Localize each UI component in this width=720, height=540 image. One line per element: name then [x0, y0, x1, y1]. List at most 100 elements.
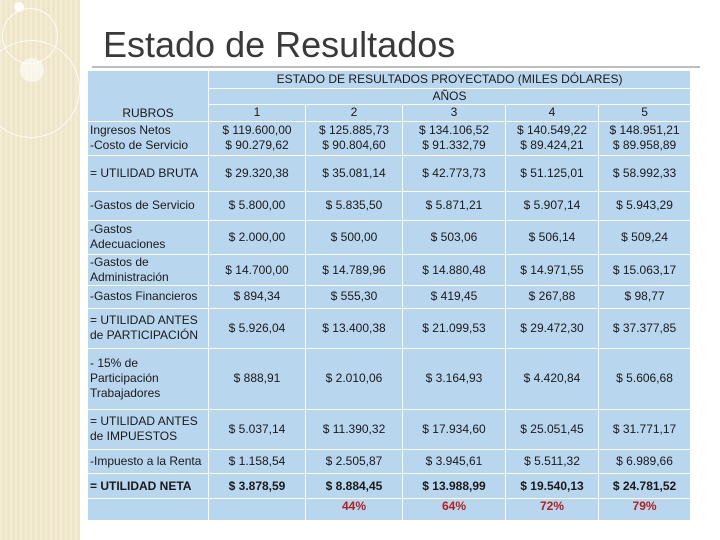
decorative-left-strip — [0, 0, 80, 540]
row-label: = UTILIDAD BRUTA — [87, 154, 209, 193]
percentage-value: 64% — [402, 497, 506, 522]
value-cell: $ 31.771,17 — [597, 408, 692, 451]
year-header: 5 — [597, 104, 692, 122]
value-cell: $ 267,88 — [505, 285, 599, 309]
row-label-line: = UTILIDAD NETA — [90, 478, 192, 493]
table-caption: ESTADO DE RESULTADOS PROYECTADO (MILES D… — [207, 69, 692, 90]
percentage-value: 44% — [305, 497, 403, 522]
empty-cell — [87, 497, 209, 522]
value-cell: $ 29.320,38 — [208, 154, 306, 193]
value-cell: $ 14.880,48 — [402, 254, 506, 287]
row-label: Ingresos Netos -Costo de Servicio — [87, 120, 209, 156]
value-cell: $ 13.400,38 — [305, 307, 403, 350]
table-row: -Gastos de Administración $ 14.700,00 $ 14.… — [87, 254, 692, 287]
row-label: -Gastos Adecuaciones — [87, 219, 209, 256]
row-label-line: -Gastos de Servicio — [90, 198, 195, 213]
value-cell: $ 888,91 — [208, 348, 306, 410]
value-cell: $ 2.000,00 — [208, 219, 306, 256]
value-cell: $ 5.835,50 — [305, 191, 403, 221]
ingresos-value: $ 119.600,00 — [222, 123, 292, 138]
percentage-value: 79% — [597, 497, 692, 522]
row-label-line: - 15% de — [90, 356, 139, 371]
value-cell: $ 19.540,13 — [505, 473, 599, 499]
value-cell: $ 509,24 — [597, 219, 692, 256]
ingresos-value: $ 125.885,73 — [318, 123, 390, 138]
decorative-dot — [20, 58, 44, 82]
row-label-line: -Gastos Financieros — [90, 289, 198, 304]
value-cell: $ 5.943,29 — [597, 191, 692, 221]
row-label-line: de PARTICIPACIÓN — [90, 328, 199, 343]
row-label: -Impuesto a la Renta — [87, 449, 209, 475]
year-header: 3 — [402, 104, 506, 122]
table-row: = UTILIDAD ANTES de IMPUESTOS $ 5.037,14 $ … — [87, 408, 692, 451]
value-cell: $ 5.926,04 — [208, 307, 306, 350]
value-cell: $ 5.907,14 — [505, 191, 599, 221]
value-cell: $ 37.377,85 — [597, 307, 692, 350]
value-cell: $ 140.549,22 $ 89.424,21 — [505, 120, 599, 156]
row-label-line: -Gastos de — [90, 255, 149, 270]
row-label: -Gastos de Servicio — [87, 191, 209, 221]
row-label-line: Administración — [90, 270, 169, 285]
row-label-line: Adecuaciones — [90, 237, 166, 252]
value-cell: $ 5.871,21 — [402, 191, 506, 221]
year-header: 4 — [505, 104, 599, 122]
row-label: -Gastos de Administración — [87, 254, 209, 287]
ingresos-value: $ 148.951,21 — [609, 123, 680, 138]
row-label-line: -Impuesto a la Renta — [90, 454, 202, 469]
ingresos-value: $ 140.549,22 — [516, 123, 588, 138]
income-statement-table: RUBROS ESTADO DE RESULTADOS PROYECTADO (… — [87, 69, 692, 522]
rubros-header-cell: RUBROS — [87, 70, 209, 122]
year-header: 2 — [305, 104, 403, 122]
value-cell: $ 17.934,60 — [402, 408, 506, 451]
row-label-line: de IMPUESTOS — [90, 429, 178, 444]
value-cell: $ 5.606,68 — [597, 348, 692, 410]
table-body: = UTILIDAD BRUTA $ 29.320,38 $ 35.081,14 $ … — [87, 154, 692, 499]
value-cell: $ 11.390,32 — [305, 408, 403, 451]
value-cell: $ 894,34 — [208, 285, 306, 309]
row-label: = UTILIDAD ANTES de PARTICIPACIÓN — [87, 307, 209, 350]
slide-title: Estado de Resultados — [103, 24, 456, 65]
value-cell: $ 35.081,14 — [305, 154, 403, 193]
costo-value: $ 90.279,62 — [225, 138, 289, 153]
decorative-dot — [14, 2, 24, 12]
table-row: = UTILIDAD ANTES de PARTICIPACIÓN $ 5.926,… — [87, 307, 692, 350]
row-label-line: = UTILIDAD ANTES — [90, 414, 198, 429]
value-cell: $ 98,77 — [597, 285, 692, 309]
value-cell: $ 14.789,96 — [305, 254, 403, 287]
value-cell: $ 21.099,53 — [402, 307, 506, 350]
costo-value: $ 89.424,21 — [520, 138, 584, 153]
years-label: AÑOS — [207, 88, 692, 106]
value-cell: $ 58.992,33 — [597, 154, 692, 193]
value-cell: $ 119.600,00 $ 90.279,62 — [208, 120, 306, 156]
value-cell: $ 419,45 — [402, 285, 506, 309]
value-cell: $ 15.063,17 — [597, 254, 692, 287]
value-cell: $ 13.988,99 — [402, 473, 506, 499]
value-cell: $ 25.051,45 — [505, 408, 599, 451]
value-cell: $ 29.472,30 — [505, 307, 599, 350]
value-cell: $ 42.773,73 — [402, 154, 506, 193]
costo-label: -Costo de Servicio — [90, 138, 189, 153]
value-cell: $ 8.884,45 — [305, 473, 403, 499]
row-label-line: Participación — [90, 371, 159, 386]
table-row: -Gastos de Servicio $ 5.800,00 $ 5.835,50 $… — [87, 191, 692, 221]
value-cell: $ 555,30 — [305, 285, 403, 309]
empty-cell — [208, 497, 306, 522]
costo-value: $ 89.958,89 — [612, 138, 677, 153]
value-cell: $ 3.878,59 — [208, 473, 306, 499]
value-cell: $ 506,14 — [505, 219, 599, 256]
year-header: 1 — [208, 104, 306, 122]
row-label-line: = UTILIDAD ANTES — [90, 313, 198, 328]
row-label-line: -Gastos — [90, 222, 133, 237]
value-cell: $ 5.037,14 — [208, 408, 306, 451]
value-cell: $ 3.164,93 — [402, 348, 506, 410]
row-label: = UTILIDAD ANTES de IMPUESTOS — [87, 408, 209, 451]
percentage-value: 72% — [505, 497, 599, 522]
value-cell: $ 3.945,61 — [402, 449, 506, 475]
value-cell: $ 51.125,01 — [505, 154, 599, 193]
value-cell: $ 148.951,21 $ 89.958,89 — [597, 120, 692, 156]
row-label: = UTILIDAD NETA — [87, 473, 209, 499]
table-row: = UTILIDAD BRUTA $ 29.320,38 $ 35.081,14 $ … — [87, 154, 692, 193]
ingresos-value: $ 134.106,52 — [418, 123, 490, 138]
row-label: - 15% de Participación Trabajadores — [87, 348, 209, 410]
table-row: -Gastos Financieros $ 894,34 $ 555,30 $ 419… — [87, 285, 692, 309]
